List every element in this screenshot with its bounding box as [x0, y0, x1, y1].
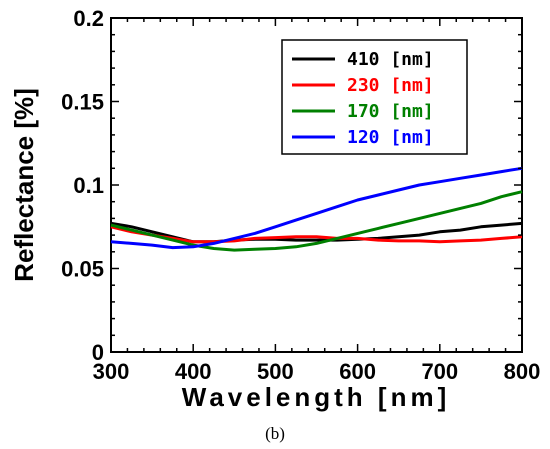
legend-label: 120 [nm] — [347, 127, 434, 148]
legend-label: 170 [nm] — [347, 101, 434, 122]
x-tick-label: 600 — [339, 359, 376, 384]
y-axis-title: Reflectance [%] — [9, 88, 39, 282]
x-tick-label: 300 — [93, 359, 130, 384]
series-lines — [110, 166, 523, 252]
y-tick-label: 0.05 — [61, 257, 104, 282]
x-axis-title: Wavelength [nm] — [182, 382, 450, 412]
x-axis-ticks: 300 400 500 600 700 800 — [93, 18, 541, 384]
y-axis-ticks: 0 0.05 0.1 0.15 0.2 — [61, 6, 522, 365]
x-tick-label: 700 — [421, 359, 458, 384]
y-tick-label: 0.15 — [61, 90, 104, 115]
series-line — [110, 190, 523, 252]
series-line — [110, 225, 523, 244]
y-tick-label: 0.1 — [73, 173, 104, 198]
x-tick-label: 800 — [504, 359, 541, 384]
figure-caption: (b) — [265, 424, 285, 443]
legend-label: 410 [nm] — [347, 49, 434, 70]
y-tick-label: 0.2 — [73, 6, 104, 31]
series-line — [110, 166, 523, 250]
legend-label: 230 [nm] — [347, 75, 434, 96]
x-tick-label: 500 — [257, 359, 294, 384]
legend: 410 [nm] 230 [nm] 170 [nm] 120 [nm] — [281, 39, 468, 155]
x-tick-label: 400 — [175, 359, 212, 384]
y-tick-label: 0 — [92, 340, 104, 365]
